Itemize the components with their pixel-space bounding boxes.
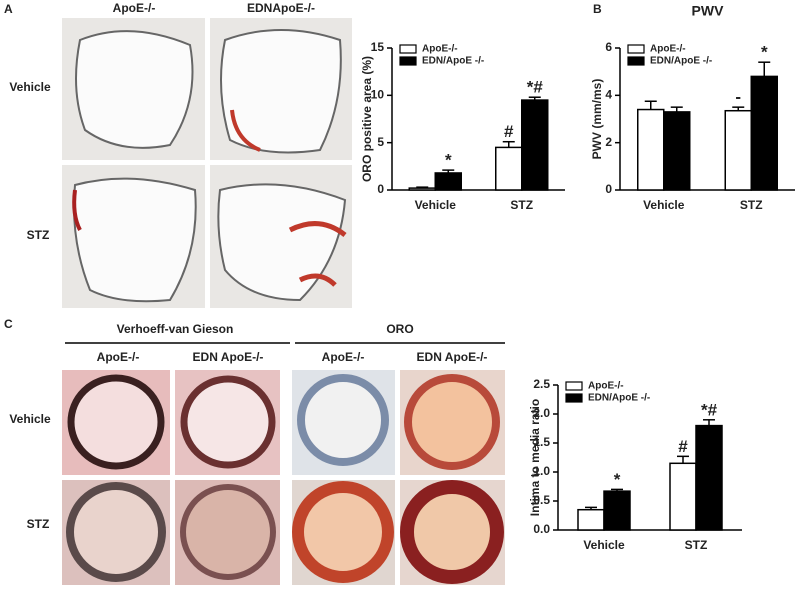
bar: [603, 490, 631, 531]
legend-label: EDN/ApoE -/-: [650, 56, 712, 67]
legend-swatch: [399, 56, 417, 66]
y-tick-label: 0.5: [533, 493, 550, 507]
lesion: [230, 109, 261, 152]
vessel-ring: [66, 482, 166, 582]
vessel-ring: [400, 480, 504, 584]
lesion: [72, 189, 82, 231]
y-tick-label: 4: [605, 88, 612, 102]
vessel-ring: [404, 374, 500, 470]
vessel-ring: [180, 484, 276, 580]
y-tick-label: 1.0: [533, 464, 550, 478]
legend-swatch: [627, 56, 645, 66]
x-tick-label: STZ: [685, 538, 708, 552]
significance-mark: *: [761, 43, 768, 62]
column-label: EDN ApoE-/-: [417, 350, 488, 364]
x-tick-label: STZ: [740, 198, 763, 212]
column-label: ApoE-/-: [113, 1, 156, 15]
bar: [724, 109, 752, 191]
y-tick-label: 2: [605, 135, 612, 149]
significance-mark: *#: [701, 400, 718, 419]
column-label: EDN ApoE-/-: [193, 350, 264, 364]
significance-mark: #: [678, 437, 688, 456]
bar: [663, 111, 691, 191]
vessel-ring: [67, 374, 165, 470]
vessel-outline: [220, 29, 342, 154]
vessel-outline: [75, 30, 194, 149]
group-label: ORO: [386, 322, 413, 336]
column-label: ApoE-/-: [322, 350, 365, 364]
bar: [577, 508, 605, 531]
chart-title: PWV: [692, 3, 725, 19]
y-tick-label: 10: [371, 88, 385, 102]
bar: [521, 99, 549, 191]
y-tick-label: 2.0: [533, 406, 550, 420]
y-axis-label: Intima to media ratio: [528, 399, 542, 516]
panel-label: C: [4, 317, 13, 331]
x-tick-label: Vehicle: [643, 198, 685, 212]
vessel-ring: [297, 374, 389, 466]
legend-label: ApoE-/-: [422, 44, 458, 55]
panel-c-images: [62, 342, 505, 585]
legend-label: EDN/ApoE -/-: [588, 393, 650, 404]
row-label: STZ: [27, 517, 50, 531]
row-label: Vehicle: [9, 80, 51, 94]
column-label: ApoE-/-: [97, 350, 140, 364]
legend-swatch: [565, 381, 583, 391]
vessel-ring: [180, 375, 276, 469]
bar: [637, 108, 665, 191]
bar: [750, 75, 778, 191]
y-tick-label: 5: [377, 135, 384, 149]
y-tick-label: 0: [605, 182, 612, 196]
significance-mark: *: [614, 470, 621, 489]
y-tick-label: 0.0: [533, 522, 550, 536]
column-label: EDNApoE-/-: [247, 1, 315, 15]
legend-swatch: [627, 44, 645, 54]
bar: [495, 146, 523, 191]
y-tick-label: 15: [371, 40, 385, 54]
x-tick-label: STZ: [510, 198, 533, 212]
significance-mark: *: [445, 151, 452, 170]
y-tick-label: 6: [605, 40, 612, 54]
vessel-ring: [292, 481, 394, 583]
legend-swatch: [399, 44, 417, 54]
vessel-outline: [73, 177, 197, 303]
group-label: Verhoeff-van Gieson: [117, 322, 234, 336]
row-label: Vehicle: [9, 412, 51, 426]
y-axis-label: ORO positive area (%): [360, 56, 374, 182]
x-tick-label: Vehicle: [583, 538, 625, 552]
legend-label: ApoE-/-: [588, 381, 624, 392]
y-tick-label: 2.5: [533, 377, 550, 391]
lesion: [288, 221, 347, 287]
vessel-outline: [217, 183, 347, 302]
legend-label: ApoE-/-: [650, 44, 686, 55]
y-tick-label: 0: [377, 182, 384, 196]
legend-swatch: [565, 393, 583, 403]
significance-mark: -: [735, 88, 741, 107]
bar: [408, 187, 436, 191]
row-label: STZ: [27, 228, 50, 242]
bar: [434, 172, 462, 191]
bar: [669, 462, 697, 531]
panel-a-images: [62, 18, 352, 308]
bar: [695, 424, 723, 531]
legend-label: EDN/ApoE -/-: [422, 56, 484, 67]
significance-mark: *#: [527, 78, 544, 97]
x-tick-label: Vehicle: [415, 198, 457, 212]
y-tick-label: 1.5: [533, 435, 550, 449]
panel-label: B: [593, 2, 602, 16]
significance-mark: #: [504, 122, 514, 141]
y-axis-label: PWV (mm/ms): [590, 79, 604, 160]
panel-label: A: [4, 2, 13, 16]
